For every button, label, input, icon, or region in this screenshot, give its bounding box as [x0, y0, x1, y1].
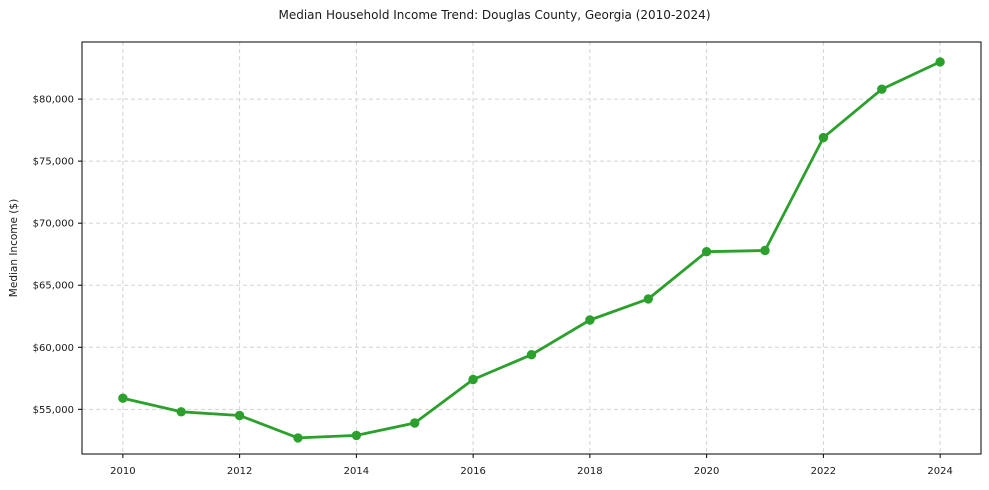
x-tick-label: 2016	[460, 466, 485, 477]
axes-spines	[81, 41, 982, 455]
data-point-marker	[877, 84, 887, 94]
data-point-marker	[118, 393, 128, 403]
x-tick-label: 2014	[344, 466, 369, 477]
data-point-marker	[935, 57, 945, 67]
y-tick-label: $65,000	[33, 281, 74, 292]
x-tick-label: 2020	[694, 466, 719, 477]
x-tick-label: 2010	[110, 466, 135, 477]
x-tick-label: 2012	[227, 466, 252, 477]
data-point-marker	[701, 247, 712, 257]
income-trend-line	[121, 60, 942, 440]
data-point-marker	[468, 374, 478, 385]
x-tick-label: 2024	[927, 466, 952, 477]
chart-title: Median Household Income Trend: Douglas C…	[278, 8, 711, 22]
y-tick-label: $70,000	[33, 219, 74, 230]
data-point-marker	[643, 294, 653, 304]
y-tick-label: $60,000	[33, 343, 74, 354]
data-point-marker	[351, 430, 362, 441]
data-point-marker	[526, 350, 537, 360]
x-tick-label: 2018	[577, 466, 602, 477]
data-point-marker	[234, 410, 245, 421]
data-point-marker	[410, 418, 420, 428]
data-point-marker	[585, 315, 595, 325]
data-point-marker	[293, 433, 303, 443]
y-tick-label: $55,000	[33, 405, 74, 416]
x-tick-label: 2022	[811, 466, 836, 477]
y-tick-label: $80,000	[33, 95, 74, 106]
data-point-marker	[760, 245, 770, 256]
data-point-marker	[818, 132, 829, 143]
data-point-marker	[176, 407, 186, 417]
y-tick-label: $75,000	[33, 157, 74, 168]
